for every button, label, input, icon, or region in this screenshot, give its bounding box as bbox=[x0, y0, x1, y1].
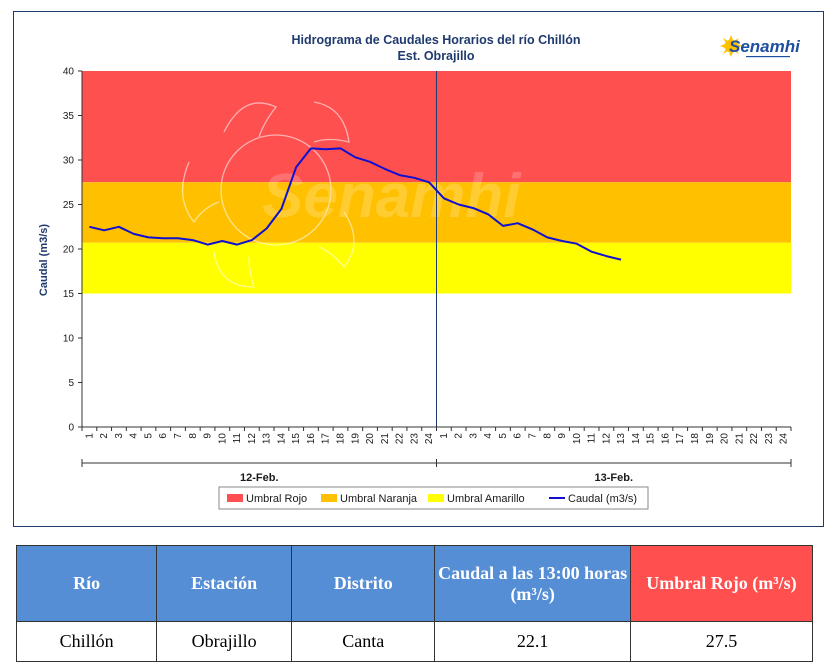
x-tick-label-42: 19 bbox=[705, 433, 716, 445]
x-tick-label-12: 13 bbox=[262, 433, 273, 445]
day-label-0: 12-Feb. bbox=[240, 472, 279, 484]
x-tick-label-14: 15 bbox=[291, 433, 302, 445]
chart-frame: Hidrograma de Caudales Horarios del río … bbox=[13, 11, 824, 527]
x-tick-label-16: 17 bbox=[321, 433, 332, 445]
table-cell-4: 27.5 bbox=[629, 621, 814, 662]
table-header-cell-1: Estación bbox=[156, 545, 293, 622]
table-body: Chillón Obrajillo Canta 22.1 27.5 bbox=[15, 621, 814, 662]
y-tick-label-4: 20 bbox=[63, 245, 75, 256]
legend: Umbral Rojo Umbral Naranja Umbral Amarillo… bbox=[218, 486, 649, 510]
legend-label-1: Umbral Naranja bbox=[340, 493, 418, 505]
info-table: Río Estación Distrito Caudal a las 13:00 ho… bbox=[15, 545, 814, 662]
chart-title: Hidrograma de Caudales Horarios del río … bbox=[292, 33, 581, 47]
y-tick-label-0: 0 bbox=[68, 423, 74, 434]
x-tick-label-5: 6 bbox=[158, 433, 169, 439]
x-tick-label-37: 14 bbox=[631, 433, 642, 445]
x-tick-label-19: 20 bbox=[365, 433, 376, 445]
series-line-0 bbox=[89, 147, 622, 261]
legend-label-2: Umbral Amarillo bbox=[447, 493, 525, 505]
x-tick-label-8: 9 bbox=[203, 433, 214, 439]
x-tick-label-17: 18 bbox=[336, 433, 347, 445]
table-cell-0: Chillón bbox=[15, 621, 158, 662]
logo-underline bbox=[746, 56, 790, 58]
x-tick-label-10: 11 bbox=[232, 433, 243, 444]
x-tick-label-0: 1 bbox=[84, 433, 95, 439]
x-tick-label-33: 10 bbox=[572, 433, 583, 445]
x-tick-label-36: 13 bbox=[616, 433, 627, 445]
x-tick-label-1: 2 bbox=[99, 433, 110, 439]
legend-swatch-0 bbox=[227, 494, 243, 502]
x-tick-label-47: 24 bbox=[779, 433, 790, 445]
table-cell-1: Obrajillo bbox=[156, 621, 293, 662]
x-tick-label-30: 7 bbox=[528, 433, 539, 439]
x-tick-label-43: 20 bbox=[720, 433, 731, 445]
legend-label-3: Caudal (m3/s) bbox=[568, 493, 637, 505]
x-tick-label-34: 11 bbox=[587, 433, 598, 444]
x-tick-label-46: 23 bbox=[764, 433, 775, 445]
sun-icon bbox=[720, 35, 742, 57]
hydrograph-chart: Hidrograma de Caudales Horarios del río … bbox=[38, 33, 801, 510]
y-tick-label-2: 10 bbox=[63, 334, 75, 345]
table-header-cell-2: Distrito bbox=[291, 545, 436, 622]
y-tick-label-7: 35 bbox=[63, 111, 75, 122]
y-tick-label-8: 40 bbox=[63, 67, 75, 78]
x-tick-label-13: 14 bbox=[276, 433, 287, 445]
day-label-1: 13-Feb. bbox=[594, 472, 633, 484]
x-tick-label-2: 3 bbox=[114, 433, 125, 439]
x-tick-label-3: 4 bbox=[129, 433, 140, 439]
x-tick-label-22: 23 bbox=[409, 433, 420, 445]
y-tick-label-3: 15 bbox=[63, 289, 75, 300]
y-tick-label-6: 30 bbox=[63, 156, 75, 167]
x-tick-label-21: 22 bbox=[395, 433, 406, 445]
x-tick-label-18: 19 bbox=[350, 433, 361, 445]
senamhi-logo: Senamhi bbox=[720, 35, 801, 58]
legend-swatch-1 bbox=[321, 494, 337, 502]
legend-label-0: Umbral Rojo bbox=[246, 493, 307, 505]
plot-lines bbox=[89, 71, 622, 427]
watermark-sun-icon bbox=[181, 101, 355, 288]
table-cell-3: 22.1 bbox=[434, 621, 631, 662]
x-tick-label-11: 12 bbox=[247, 433, 258, 445]
x-tick-label-32: 9 bbox=[557, 433, 568, 439]
x-tick-label-39: 16 bbox=[660, 433, 671, 445]
watermark: Senamhi bbox=[181, 101, 522, 288]
x-tick-label-40: 17 bbox=[675, 433, 686, 445]
x-tick-label-9: 10 bbox=[217, 433, 228, 445]
x-tick-label-45: 22 bbox=[749, 433, 760, 445]
x-tick-label-41: 18 bbox=[690, 433, 701, 445]
watermark-text: Senamhi bbox=[262, 162, 522, 231]
chart-subtitle: Est. Obrajillo bbox=[397, 49, 474, 63]
table-header-cell-4: Umbral Rojo (m³/s) bbox=[629, 545, 814, 622]
x-tick-label-44: 21 bbox=[734, 433, 745, 445]
x-tick-label-7: 8 bbox=[188, 433, 199, 439]
x-tick-label-27: 4 bbox=[483, 433, 494, 439]
y-tick-label-5: 25 bbox=[63, 200, 75, 211]
x-tick-label-31: 8 bbox=[542, 433, 553, 439]
x-tick-label-23: 24 bbox=[424, 433, 435, 445]
table-header-row: Río Estación Distrito Caudal a las 13:00 ho… bbox=[15, 545, 814, 622]
table-row: Chillón Obrajillo Canta 22.1 27.5 bbox=[15, 621, 814, 662]
y-tick-label-1: 5 bbox=[68, 378, 74, 389]
table-header-cell-0: Río bbox=[15, 545, 158, 622]
x-tick-label-15: 16 bbox=[306, 433, 317, 445]
x-tick-label-6: 7 bbox=[173, 433, 184, 439]
table-header-cell-3: Caudal a las 13:00 horas (m³/s) bbox=[434, 545, 631, 622]
x-tick-label-25: 2 bbox=[454, 433, 465, 439]
x-tick-label-4: 5 bbox=[144, 433, 155, 439]
x-tick-label-24: 1 bbox=[439, 433, 450, 439]
legend-swatch-2 bbox=[428, 494, 444, 502]
table-cell-2: Canta bbox=[291, 621, 436, 662]
x-tick-label-20: 21 bbox=[380, 433, 391, 445]
y-axis-label: Caudal (m3/s) bbox=[38, 224, 50, 296]
x-tick-label-35: 12 bbox=[601, 433, 612, 445]
x-tick-label-26: 3 bbox=[468, 433, 479, 439]
x-tick-label-28: 5 bbox=[498, 433, 509, 439]
logo-wordmark: Senamhi bbox=[729, 37, 801, 56]
x-tick-label-38: 15 bbox=[646, 433, 657, 445]
x-tick-label-29: 6 bbox=[513, 433, 524, 439]
